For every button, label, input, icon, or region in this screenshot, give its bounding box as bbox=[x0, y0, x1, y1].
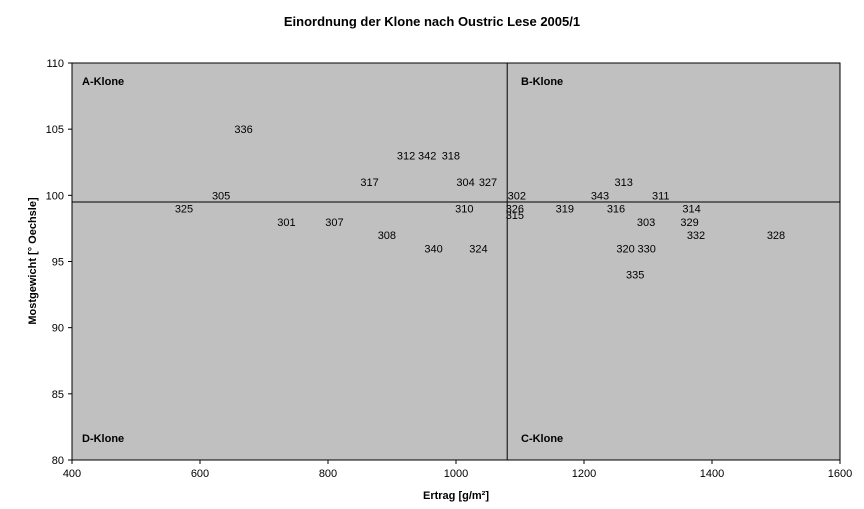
data-point-330: 330 bbox=[638, 243, 656, 255]
x-tick-label: 1400 bbox=[700, 468, 724, 480]
data-point-320: 320 bbox=[616, 243, 634, 255]
quadrant-label-c: C-Klone bbox=[521, 433, 563, 445]
x-tick-label: 1000 bbox=[444, 468, 468, 480]
data-point-326: 326 bbox=[506, 204, 524, 216]
quadrant-label-a: A-Klone bbox=[82, 76, 124, 88]
y-tick-label: 80 bbox=[52, 455, 64, 467]
data-point-313: 313 bbox=[615, 177, 633, 189]
data-point-342: 342 bbox=[418, 151, 436, 163]
data-point-343: 343 bbox=[591, 190, 609, 202]
x-tick-label: 1600 bbox=[828, 468, 852, 480]
data-point-305: 305 bbox=[212, 190, 230, 202]
data-point-310: 310 bbox=[455, 204, 473, 216]
data-point-327: 327 bbox=[479, 177, 497, 189]
x-tick-label: 400 bbox=[63, 468, 81, 480]
y-tick-label: 90 bbox=[52, 323, 64, 335]
data-point-328: 328 bbox=[767, 230, 785, 242]
data-point-308: 308 bbox=[378, 230, 396, 242]
data-point-301: 301 bbox=[277, 217, 295, 229]
x-tick-label: 1200 bbox=[572, 468, 596, 480]
data-point-304: 304 bbox=[456, 177, 474, 189]
data-point-332: 332 bbox=[687, 230, 705, 242]
quadrant-label-d: D-Klone bbox=[82, 433, 124, 445]
data-point-319: 319 bbox=[556, 204, 574, 216]
data-point-302: 302 bbox=[508, 190, 526, 202]
data-point-315: 315 bbox=[506, 210, 524, 222]
data-point-318: 318 bbox=[442, 151, 460, 163]
data-point-314: 314 bbox=[682, 204, 700, 216]
data-point-307: 307 bbox=[325, 217, 343, 229]
data-point-316: 316 bbox=[607, 204, 625, 216]
y-tick-label: 110 bbox=[46, 58, 64, 70]
y-tick-label: 105 bbox=[46, 124, 64, 136]
data-point-335: 335 bbox=[626, 270, 644, 282]
x-tick-label: 800 bbox=[319, 468, 337, 480]
data-point-324: 324 bbox=[469, 243, 487, 255]
y-tick-label: 100 bbox=[46, 190, 64, 202]
chart-title: Einordnung der Klone nach Oustric Lese 2… bbox=[284, 14, 580, 29]
data-point-325: 325 bbox=[175, 204, 193, 216]
x-tick-label: 600 bbox=[191, 468, 209, 480]
data-point-312: 312 bbox=[397, 151, 415, 163]
data-point-336: 336 bbox=[234, 124, 252, 136]
plot-area bbox=[71, 62, 841, 461]
data-point-340: 340 bbox=[424, 243, 442, 255]
data-point-303: 303 bbox=[637, 217, 655, 229]
y-axis-label: Mostgewicht [° Oechsle] bbox=[27, 197, 39, 325]
data-point-317: 317 bbox=[360, 177, 378, 189]
y-tick-label: 85 bbox=[52, 389, 64, 401]
quadrant-label-b: B-Klone bbox=[521, 76, 563, 88]
y-tick-label: 95 bbox=[52, 257, 64, 269]
data-point-311: 311 bbox=[652, 190, 670, 202]
x-axis-label: Ertrag [g/m²] bbox=[423, 490, 489, 502]
data-point-329: 329 bbox=[680, 217, 698, 229]
